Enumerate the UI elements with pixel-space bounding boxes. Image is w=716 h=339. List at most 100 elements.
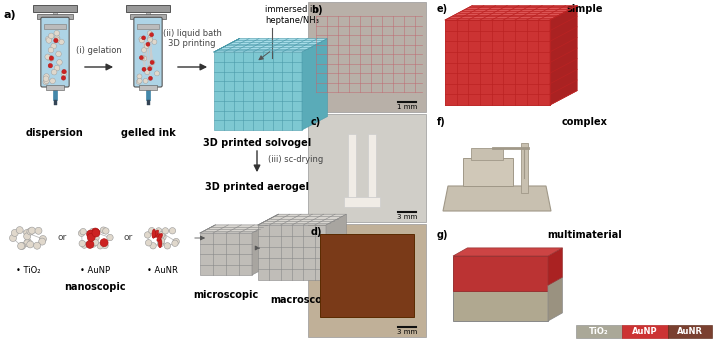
Circle shape [87,233,95,241]
Text: or: or [57,234,67,242]
Circle shape [152,39,157,44]
Text: g): g) [437,230,448,240]
Circle shape [145,232,151,238]
Circle shape [44,74,49,79]
Bar [308,2,426,112]
Circle shape [97,243,103,249]
Circle shape [173,238,180,245]
Bar [668,325,712,338]
Bar [47,84,64,89]
Bar [463,158,513,186]
Circle shape [140,55,145,60]
Polygon shape [258,214,347,225]
Circle shape [142,47,147,53]
Circle shape [163,228,168,234]
Circle shape [45,54,51,60]
Text: f): f) [437,117,446,127]
Text: microscopic: microscopic [193,290,258,300]
Circle shape [150,33,154,37]
Circle shape [79,240,85,247]
Circle shape [54,37,60,42]
Polygon shape [445,20,550,105]
Polygon shape [443,186,551,211]
Polygon shape [302,39,327,130]
Bar [44,24,66,29]
Circle shape [147,36,153,41]
Ellipse shape [153,230,159,238]
Circle shape [150,60,155,65]
Circle shape [9,235,16,241]
Text: b): b) [311,5,323,15]
Text: (ii) liquid bath
3D printing: (ii) liquid bath 3D printing [163,28,221,48]
Circle shape [92,229,100,237]
Circle shape [149,227,155,234]
Circle shape [147,37,153,42]
Circle shape [48,63,52,68]
Bar [37,14,73,19]
Circle shape [47,55,52,61]
Bar [320,234,414,317]
Circle shape [140,56,143,60]
Circle shape [102,228,109,234]
Bar [53,85,57,100]
Circle shape [100,239,108,247]
Ellipse shape [152,229,155,238]
Text: d): d) [311,227,322,237]
Circle shape [44,78,49,84]
Circle shape [56,51,62,57]
Circle shape [35,227,42,234]
Text: 3D printed solvogel: 3D printed solvogel [203,138,311,148]
Bar [130,14,166,19]
Circle shape [155,228,162,234]
Circle shape [54,35,60,41]
Circle shape [78,230,84,237]
Circle shape [90,241,97,247]
Circle shape [142,67,146,71]
Polygon shape [548,277,562,321]
Circle shape [146,42,150,46]
Circle shape [24,230,31,236]
Circle shape [158,232,165,238]
Circle shape [144,44,149,48]
Bar [521,143,528,193]
Circle shape [169,227,175,234]
Text: e): e) [437,4,448,14]
Text: (i) gelation: (i) gelation [76,46,122,55]
Circle shape [172,240,178,246]
Polygon shape [214,39,327,52]
Bar [576,325,622,338]
Circle shape [39,236,47,242]
Circle shape [27,228,34,235]
Text: • AuNP: • AuNP [80,266,110,275]
Text: gelled ink: gelled ink [120,128,175,138]
Circle shape [164,243,170,249]
Circle shape [57,60,62,65]
Circle shape [137,78,142,83]
Circle shape [80,228,87,235]
Circle shape [86,240,94,248]
Text: • TiO₂: • TiO₂ [16,266,40,275]
Bar [145,12,150,68]
Circle shape [62,69,67,74]
Circle shape [51,43,57,49]
Ellipse shape [158,239,162,248]
Circle shape [92,239,99,246]
Circle shape [54,31,59,36]
Text: • AuNR: • AuNR [147,266,178,275]
Circle shape [142,36,145,40]
Circle shape [54,65,59,71]
Ellipse shape [157,234,163,241]
Polygon shape [200,233,252,275]
Text: macroscopic: macroscopic [270,295,338,305]
Circle shape [46,38,52,43]
Circle shape [49,33,54,39]
Text: nanoscopic: nanoscopic [64,282,126,292]
Polygon shape [550,6,577,105]
Bar [622,325,668,338]
Text: dispersion: dispersion [26,128,84,138]
Circle shape [136,79,141,84]
Bar [137,24,159,29]
Circle shape [158,241,164,247]
Circle shape [142,56,147,61]
FancyBboxPatch shape [41,17,69,87]
